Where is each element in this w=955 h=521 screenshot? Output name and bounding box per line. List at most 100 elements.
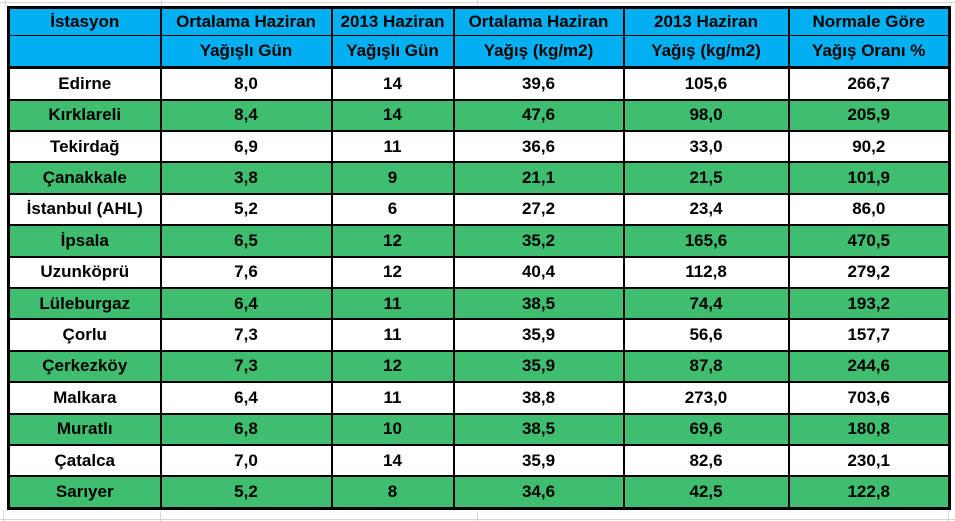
value-cell: 12 (330, 255, 455, 289)
station-cell: Çatalca (7, 443, 162, 478)
station-cell: Sarıyer (7, 475, 162, 510)
excel-gridline (160, 511, 161, 521)
table-row: Uzunköprü 7,6 12 40,4 112,8 279,2 (7, 255, 951, 289)
station-cell: Muratlı (7, 412, 162, 446)
station-cell: Kırklareli (7, 98, 162, 133)
excel-gridline (948, 511, 949, 521)
value-cell: 6,5 (159, 224, 333, 258)
header-row-1: İstasyon Ortalama Haziran 2013 Haziran Orta… (7, 6, 951, 36)
station-cell: Tekirdağ (7, 129, 162, 164)
value-cell: 40,4 (452, 255, 625, 289)
table-head: İstasyon Ortalama Haziran 2013 Haziran Orta… (7, 6, 951, 69)
value-cell: 5,2 (159, 475, 333, 510)
value-cell: 8 (330, 475, 455, 510)
value-cell: 35,2 (452, 224, 625, 258)
excel-gridline (0, 519, 955, 520)
table-row: Sarıyer 5,2 8 34,6 42,5 122,8 (7, 475, 951, 510)
table-row: Çerkezköy 7,3 12 35,9 87,8 244,6 (7, 349, 951, 384)
station-cell: Malkara (7, 381, 162, 415)
subheader-cell-1: Yağışlı Gün (159, 35, 333, 69)
header-cell-3: Ortalama Haziran (452, 6, 625, 36)
value-cell: 7,0 (159, 443, 333, 478)
value-cell: 12 (330, 224, 455, 258)
value-cell: 101,9 (787, 161, 951, 195)
value-cell: 34,6 (452, 475, 625, 510)
station-cell: Uzunköprü (7, 255, 162, 289)
excel-gridline (161, 0, 162, 6)
excel-gridline (477, 511, 478, 521)
table-row: Edirne 8,0 14 39,6 105,6 266,7 (7, 66, 951, 101)
value-cell: 23,4 (622, 192, 790, 227)
station-cell: Çanakkale (7, 161, 162, 195)
table-row: Çorlu 7,3 11 35,9 56,6 157,7 (7, 318, 951, 352)
value-cell: 14 (330, 443, 455, 478)
value-cell: 39,6 (452, 66, 625, 101)
value-cell: 56,6 (622, 318, 790, 352)
subheader-cell-4: Yağış (kg/m2) (622, 35, 790, 69)
value-cell: 244,6 (787, 349, 951, 384)
value-cell: 7,3 (159, 349, 333, 384)
value-cell: 122,8 (787, 475, 951, 510)
header-cell-5: Normale Göre (787, 6, 951, 36)
table-row: Lüleburgaz 6,4 11 38,5 74,4 193,2 (7, 286, 951, 321)
value-cell: 193,2 (787, 286, 951, 321)
value-cell: 3,8 (159, 161, 333, 195)
value-cell: 105,6 (622, 66, 790, 101)
value-cell: 21,5 (622, 161, 790, 195)
value-cell: 21,1 (452, 161, 625, 195)
value-cell: 9 (330, 161, 455, 195)
value-cell: 10 (330, 412, 455, 446)
value-cell: 11 (330, 129, 455, 164)
value-cell: 82,6 (622, 443, 790, 478)
value-cell: 35,9 (452, 318, 625, 352)
table-row: Çatalca 7,0 14 35,9 82,6 230,1 (7, 443, 951, 478)
table-row: İstanbul (AHL) 5,2 6 27,2 23,4 86,0 (7, 192, 951, 227)
excel-gridline (3, 511, 4, 521)
table-row: Çanakkale 3,8 9 21,1 21,5 101,9 (7, 161, 951, 195)
station-cell: Çerkezköy (7, 349, 162, 384)
value-cell: 157,7 (787, 318, 951, 352)
value-cell: 11 (330, 381, 455, 415)
station-cell: Çorlu (7, 318, 162, 352)
subheader-cell-0 (7, 35, 162, 69)
value-cell: 205,9 (787, 98, 951, 133)
value-cell: 90,2 (787, 129, 951, 164)
value-cell: 74,4 (622, 286, 790, 321)
station-cell: Edirne (7, 66, 162, 101)
table-row: Kırklareli 8,4 14 47,6 98,0 205,9 (7, 98, 951, 133)
header-cell-0: İstasyon (7, 6, 162, 36)
value-cell: 266,7 (787, 66, 951, 101)
value-cell: 6,8 (159, 412, 333, 446)
table-row: İpsala 6,5 12 35,2 165,6 470,5 (7, 224, 951, 258)
value-cell: 230,1 (787, 443, 951, 478)
value-cell: 14 (330, 66, 455, 101)
value-cell: 38,5 (452, 412, 625, 446)
value-cell: 8,0 (159, 66, 333, 101)
value-cell: 27,2 (452, 192, 625, 227)
value-cell: 33,0 (622, 129, 790, 164)
value-cell: 165,6 (622, 224, 790, 258)
value-cell: 703,6 (787, 381, 951, 415)
header-row-2: Yağışlı Gün Yağışlı Gün Yağış (kg/m2) Yağış… (7, 35, 951, 69)
excel-gridline (477, 0, 478, 6)
subheader-cell-5: Yağış Oranı % (787, 35, 951, 69)
value-cell: 6,4 (159, 286, 333, 321)
table-row: Malkara 6,4 11 38,8 273,0 703,6 (7, 381, 951, 415)
header-cell-1: Ortalama Haziran (159, 6, 333, 36)
value-cell: 7,3 (159, 318, 333, 352)
value-cell: 470,5 (787, 224, 951, 258)
value-cell: 69,6 (622, 412, 790, 446)
subheader-cell-2: Yağışlı Gün (330, 35, 455, 69)
value-cell: 38,8 (452, 381, 625, 415)
value-cell: 11 (330, 286, 455, 321)
value-cell: 98,0 (622, 98, 790, 133)
excel-gridline (5, 0, 6, 6)
value-cell: 11 (330, 318, 455, 352)
value-cell: 5,2 (159, 192, 333, 227)
value-cell: 6,9 (159, 129, 333, 164)
value-cell: 6 (330, 192, 455, 227)
value-cell: 279,2 (787, 255, 951, 289)
value-cell: 87,8 (622, 349, 790, 384)
table-row: Muratlı 6,8 10 38,5 69,6 180,8 (7, 412, 951, 446)
